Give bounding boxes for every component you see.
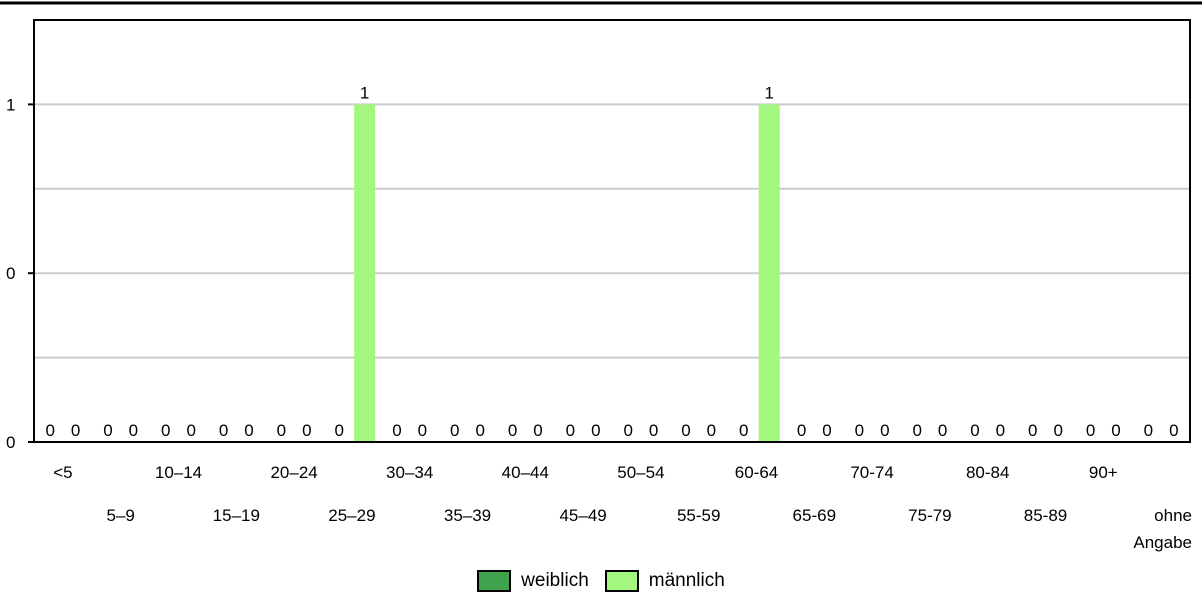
- x-tick-label-14: 70-74: [850, 463, 893, 482]
- bar-maennlich-12: [758, 104, 780, 443]
- data-label-maennlich-2: 0: [186, 421, 195, 440]
- y-tick-label-0: 0: [6, 433, 15, 452]
- x-tick-label-1: 5–9: [107, 506, 135, 525]
- data-label-weiblich-15: 0: [912, 421, 921, 440]
- data-label-weiblich-8: 0: [508, 421, 517, 440]
- x-tick-label-4: 20–24: [270, 463, 317, 482]
- plot-frame: [33, 19, 1191, 443]
- data-label-maennlich-8: 0: [533, 421, 542, 440]
- data-label-weiblich-12: 0: [739, 421, 748, 440]
- data-label-weiblich-10: 0: [623, 421, 632, 440]
- data-label-weiblich-1: 0: [103, 421, 112, 440]
- data-label-maennlich-1: 0: [129, 421, 138, 440]
- x-tick-label-9: 45–49: [559, 506, 606, 525]
- legend-swatch-maennlich: [604, 570, 639, 592]
- y-tick-label-1: 0: [6, 264, 15, 283]
- data-label-maennlich-16: 0: [996, 421, 1005, 440]
- x-tick-label-6: 30–34: [386, 463, 433, 482]
- data-label-weiblich-6: 0: [392, 421, 401, 440]
- x-tick-label-17: 85-89: [1024, 506, 1067, 525]
- data-label-weiblich-4: 0: [277, 421, 286, 440]
- x-tick-label-11: 55-59: [677, 506, 720, 525]
- x-tick-label-3: 15–19: [213, 506, 260, 525]
- data-label-maennlich-15: 0: [938, 421, 947, 440]
- data-label-maennlich-12: 1: [764, 83, 773, 102]
- data-label-maennlich-17: 0: [1053, 421, 1062, 440]
- x-tick-label-0: <5: [53, 463, 72, 482]
- data-label-maennlich-4: 0: [302, 421, 311, 440]
- chart: 001100<5005–90010–140015–190020–240125–2…: [0, 1, 1202, 552]
- x-tick-label-19: ohne: [1154, 506, 1192, 525]
- data-label-maennlich-13: 0: [822, 421, 831, 440]
- data-label-weiblich-9: 0: [566, 421, 575, 440]
- data-label-weiblich-17: 0: [1028, 421, 1037, 440]
- data-label-maennlich-10: 0: [649, 421, 658, 440]
- x-tick-label-19-line2: Angabe: [1133, 533, 1192, 552]
- data-label-weiblich-13: 0: [797, 421, 806, 440]
- data-label-weiblich-5: 0: [334, 421, 343, 440]
- data-label-maennlich-6: 0: [418, 421, 427, 440]
- x-tick-label-5: 25–29: [328, 506, 375, 525]
- data-label-maennlich-14: 0: [880, 421, 889, 440]
- data-label-maennlich-18: 0: [1111, 421, 1120, 440]
- data-label-weiblich-3: 0: [219, 421, 228, 440]
- x-tick-label-2: 10–14: [155, 463, 202, 482]
- x-tick-label-7: 35–39: [444, 506, 491, 525]
- data-label-maennlich-9: 0: [591, 421, 600, 440]
- legend-label-maennlich: männlich: [648, 570, 725, 591]
- data-label-weiblich-14: 0: [855, 421, 864, 440]
- legend: weiblich männlich: [0, 566, 1202, 596]
- data-label-weiblich-18: 0: [1086, 421, 1095, 440]
- x-tick-label-15: 75-79: [908, 506, 951, 525]
- data-label-weiblich-11: 0: [681, 421, 690, 440]
- data-label-maennlich-5: 1: [360, 83, 369, 102]
- data-label-maennlich-11: 0: [707, 421, 716, 440]
- x-tick-label-8: 40–44: [502, 463, 549, 482]
- legend-item-weiblich: weiblich: [477, 570, 589, 592]
- data-label-maennlich-3: 0: [244, 421, 253, 440]
- x-tick-label-10: 50–54: [617, 463, 664, 482]
- x-tick-label-12: 60-64: [735, 463, 778, 482]
- x-tick-label-16: 80-84: [966, 463, 1009, 482]
- data-label-weiblich-16: 0: [970, 421, 979, 440]
- data-label-maennlich-0: 0: [71, 421, 80, 440]
- y-tick-label-2: 1: [6, 95, 15, 114]
- legend-label-weiblich: weiblich: [521, 570, 589, 591]
- bar-maennlich-5: [354, 104, 376, 443]
- x-tick-label-18: 90+: [1089, 463, 1118, 482]
- data-label-maennlich-7: 0: [475, 421, 484, 440]
- data-label-weiblich-19: 0: [1144, 421, 1153, 440]
- data-label-maennlich-19: 0: [1169, 421, 1178, 440]
- data-label-weiblich-0: 0: [45, 421, 54, 440]
- data-label-weiblich-7: 0: [450, 421, 459, 440]
- legend-swatch-weiblich: [477, 570, 512, 592]
- x-tick-label-13: 65-69: [793, 506, 836, 525]
- legend-item-maennlich: männlich: [604, 570, 725, 592]
- data-label-weiblich-2: 0: [161, 421, 170, 440]
